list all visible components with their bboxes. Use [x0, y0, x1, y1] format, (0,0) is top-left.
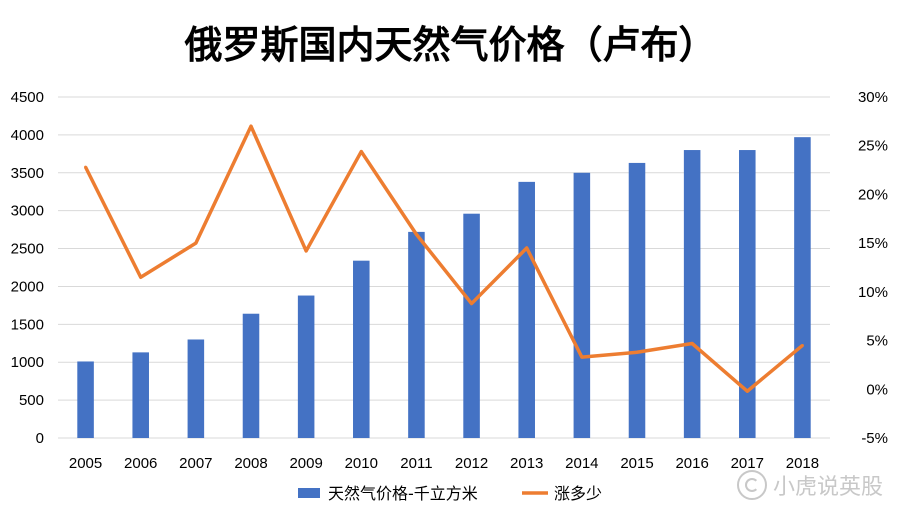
legend-label-line: 涨多少	[554, 484, 602, 503]
y-right-tick-label: 25%	[858, 138, 888, 155]
x-tick-label: 2006	[124, 455, 157, 472]
y-left-tick-label: 1500	[11, 316, 44, 333]
x-tick-label: 2014	[565, 455, 598, 472]
x-tick-label: 2012	[455, 455, 488, 472]
x-tick-label: 2018	[786, 455, 819, 472]
bar	[297, 295, 315, 438]
line-series	[84, 124, 804, 393]
bar	[683, 150, 701, 439]
line-point	[800, 343, 804, 347]
y-right-tick-label: 5%	[866, 333, 888, 350]
x-tick-label: 2007	[179, 455, 212, 472]
line-point	[84, 165, 88, 169]
line-point	[635, 350, 639, 354]
bar	[739, 150, 756, 439]
x-tick-label: 2010	[345, 455, 378, 472]
watermark-logo-icon	[736, 470, 767, 500]
legend-swatch-bar	[298, 488, 320, 498]
y-right-tick-label: -5%	[861, 430, 888, 447]
y-right-tick-label: 20%	[858, 186, 888, 203]
line-point	[139, 275, 143, 279]
y-left-tick-label: 500	[19, 392, 44, 409]
bar	[187, 339, 205, 438]
bar	[628, 162, 646, 438]
y-left-tick-label: 1000	[11, 354, 44, 371]
line-point	[470, 302, 474, 306]
bar	[518, 181, 535, 439]
line-point	[525, 246, 529, 250]
y-left-tick-label: 3500	[11, 165, 44, 182]
x-tick-label: 2013	[510, 455, 543, 472]
y-left-tick-label: 4500	[11, 89, 44, 106]
bar	[132, 352, 149, 438]
y-left-tick-label: 2000	[11, 278, 44, 295]
bar	[408, 231, 425, 438]
line-point	[249, 124, 253, 128]
bar	[794, 137, 811, 438]
line-point	[690, 341, 694, 345]
bar	[77, 361, 94, 438]
watermark-text: 小虎说英股	[772, 475, 883, 500]
bar	[463, 213, 480, 438]
y-right-tick-label: 10%	[858, 284, 888, 301]
line-point	[304, 249, 308, 253]
line-point	[580, 355, 584, 359]
bar	[242, 313, 260, 438]
line-point	[414, 232, 418, 236]
y-right-tick-label: 30%	[858, 89, 888, 106]
x-tick-label: 2011	[400, 455, 432, 472]
y-left-tick-label: 2500	[11, 241, 44, 258]
watermark: 小虎说英股	[736, 469, 883, 501]
y-left-tick-label: 4000	[11, 127, 44, 144]
line-point	[359, 150, 363, 154]
x-tick-label: 2005	[69, 455, 102, 472]
x-tick-label: 2008	[234, 455, 267, 472]
y-left-tick-label: 0	[36, 430, 44, 447]
y-right-tick-label: 15%	[858, 235, 888, 252]
x-tick-label: 2016	[675, 455, 708, 472]
y-left-tick-label: 3000	[11, 203, 44, 220]
line-point	[194, 241, 198, 245]
line-point	[745, 389, 749, 393]
legend-label-bar: 天然气价格-千立方米	[328, 484, 478, 503]
bar	[573, 172, 591, 438]
y-right-tick-label: 0%	[866, 381, 888, 398]
x-tick-label: 2015	[620, 455, 653, 472]
x-tick-label: 2009	[289, 455, 322, 472]
chart-title: 俄罗斯国内天然气价格（卢布）	[184, 23, 717, 67]
bar	[353, 260, 370, 438]
x-tick-label: 2017	[731, 455, 764, 472]
